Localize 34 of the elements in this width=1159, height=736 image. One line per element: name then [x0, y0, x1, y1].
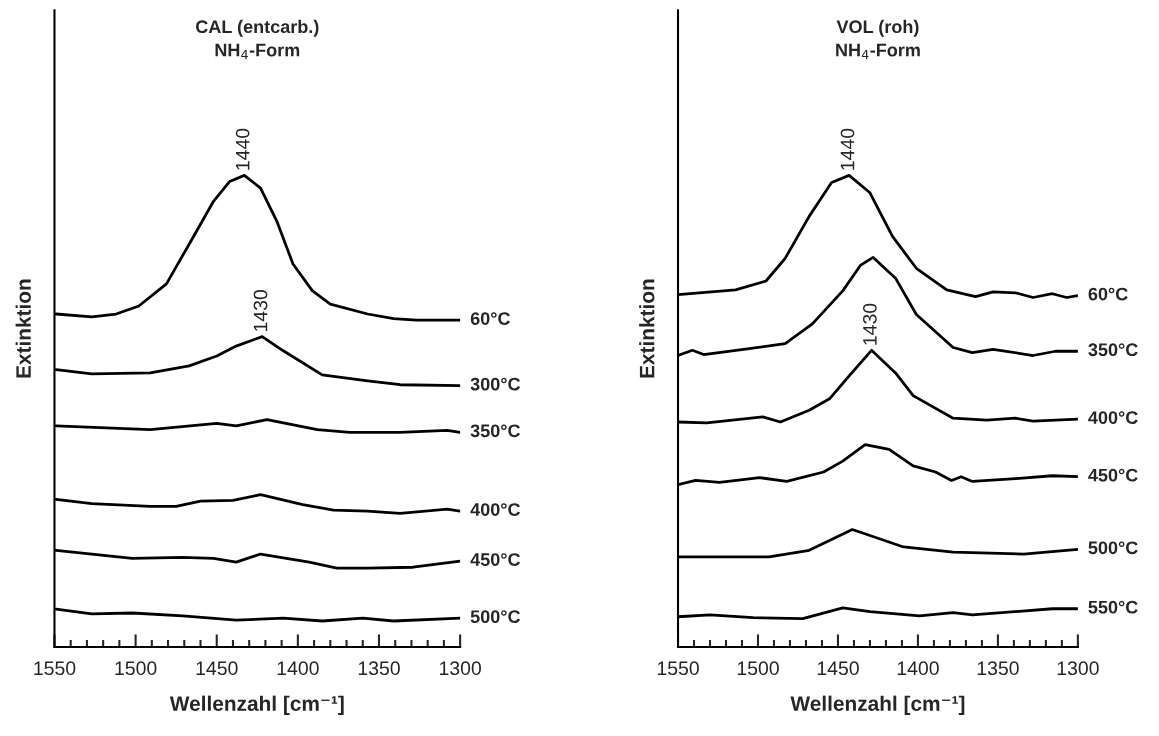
x-axis-title: Wellenzahl [cm⁻¹]	[169, 695, 344, 716]
x-tick-label: 1550	[657, 661, 699, 676]
x-tick-label: 1400	[277, 661, 319, 676]
series-label: 450°C	[470, 553, 521, 566]
x-tick-label: 1300	[439, 661, 481, 676]
series-label: 60°C	[1088, 287, 1128, 301]
annotation: 1430	[253, 289, 268, 331]
series-label: 300°C	[470, 377, 521, 391]
series-label: 400°C	[470, 503, 521, 516]
series-label: 400°C	[1088, 411, 1138, 425]
annotation: 1430	[863, 303, 877, 345]
x-tick-label: 1400	[897, 661, 939, 676]
x-tick-label: 1300	[1057, 661, 1099, 676]
y-axis-title: Extinktion	[15, 279, 31, 378]
y-axis-title: Extinktion	[639, 279, 655, 378]
series-label: 350°C	[470, 424, 521, 438]
series-label: 350°C	[1088, 343, 1138, 357]
series-label: 500°C	[470, 610, 521, 624]
chart-title: VOL (roh) NH$_{4}$-Form	[836, 19, 920, 60]
series-label: 500°C	[1088, 541, 1138, 555]
annotation: 1440	[840, 128, 855, 170]
x-tick-label: 1500	[115, 661, 157, 676]
x-tick-label: 1350	[977, 661, 1019, 676]
series-label: 60°C	[470, 312, 511, 325]
x-tick-label: 1450	[817, 661, 859, 676]
chart-title: CAL (entcarb.) NH$_{4}$-Form	[196, 19, 319, 60]
x-tick-label: 1450	[196, 661, 238, 676]
x-axis-title: Wellenzahl [cm⁻¹]	[790, 695, 965, 716]
x-tick-label: 1550	[34, 661, 76, 676]
series-label: 550°C	[1088, 600, 1138, 614]
series-label: 450°C	[1088, 468, 1138, 482]
x-tick-label: 1350	[358, 661, 400, 676]
x-tick-label: 1500	[737, 661, 779, 676]
annotation: 1440	[235, 128, 250, 170]
